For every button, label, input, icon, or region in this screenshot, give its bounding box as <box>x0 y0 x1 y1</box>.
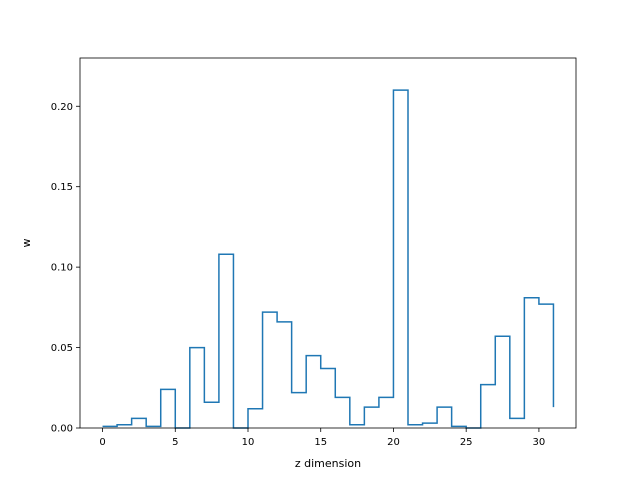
y-tick-label: 0.05 <box>51 343 73 354</box>
x-tick-label: 15 <box>314 437 327 448</box>
y-tick-label: 0.00 <box>51 424 73 435</box>
x-tick-label: 5 <box>172 437 178 448</box>
y-tick-label: 0.20 <box>51 102 73 113</box>
plot-frame <box>79 57 577 429</box>
y-tick-label: 0.15 <box>51 182 73 193</box>
y-tick-label: 0.10 <box>51 263 73 274</box>
y-axis-ticks: 0.00 0.05 0.10 0.15 0.20 <box>51 102 80 435</box>
x-axis-label: z dimension <box>295 457 361 470</box>
x-axis-ticks: 0 5 10 15 20 25 30 <box>99 428 545 448</box>
x-tick-label: 25 <box>460 437 473 448</box>
x-tick-label: 30 <box>533 437 546 448</box>
y-axis-label: w <box>20 239 33 248</box>
x-tick-label: 0 <box>99 437 105 448</box>
x-tick-label: 20 <box>387 437 400 448</box>
plot-area <box>80 58 576 428</box>
x-tick-label: 10 <box>242 437 255 448</box>
